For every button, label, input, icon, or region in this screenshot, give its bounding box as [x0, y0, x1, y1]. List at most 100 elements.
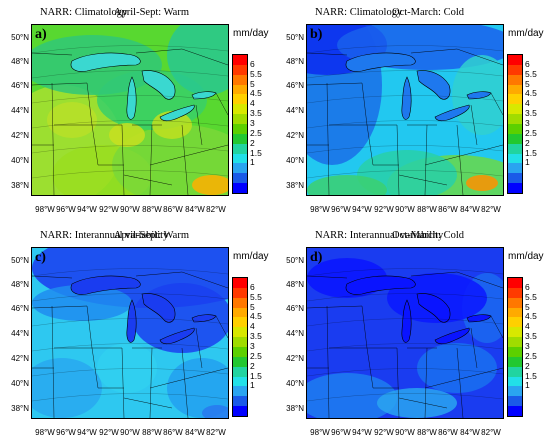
- latitude-tick-label: 42°N: [11, 131, 29, 140]
- latitude-tick-label: 46°N: [286, 304, 304, 313]
- colorbar-segment: [233, 406, 247, 417]
- colorbar-tick-label: 1.5: [250, 147, 262, 158]
- colorbar-tick-label: 2.5: [250, 350, 262, 361]
- colorbar-tick-label: 6: [250, 58, 255, 69]
- colorbar-segment: [233, 366, 247, 378]
- panel-letter-label: d): [310, 250, 323, 265]
- longitude-tick-label: 96°W: [331, 428, 351, 437]
- latitude-tick-label: 40°N: [11, 156, 29, 165]
- latitude-tick-label: 46°N: [11, 304, 29, 313]
- colorbar-segment: [508, 124, 522, 135]
- colorbar-tick-label: 5.5: [250, 291, 262, 302]
- colorbar-tick-label: 5: [525, 78, 530, 89]
- panel-season-title: Oct-March: Cold: [391, 230, 464, 241]
- colorbar-tick-label: 5.5: [250, 68, 262, 79]
- colorbar-tick-label: 5: [250, 301, 255, 312]
- colorbar-segment: [233, 114, 247, 125]
- colorbar-segment: [233, 347, 247, 358]
- colorbar-segment: [508, 183, 522, 194]
- colorbar-tick-label: 2.5: [525, 127, 537, 138]
- colorbar-tick-label: 5.5: [525, 291, 537, 302]
- latitude-tick-label: 48°N: [286, 280, 304, 289]
- longitude-tick-label: 98°W: [35, 428, 55, 437]
- colorbar-segment: [508, 356, 522, 368]
- colorbar-segment: [508, 327, 522, 338]
- colorbar-segment: [233, 94, 247, 105]
- panel-source-title: NARR: Climatology: [40, 7, 128, 18]
- colorbar-tick-label: 5: [525, 301, 530, 312]
- longitude-tick-label: 92°W: [374, 428, 394, 437]
- latitude-tick-label: 50°N: [286, 256, 304, 265]
- colorbar-tick-label: 2.5: [525, 350, 537, 361]
- panel-season-title: April-Sept: Warm: [113, 230, 189, 241]
- colorbar-segment: [233, 386, 247, 397]
- colorbar-tick-label: 6: [525, 281, 530, 292]
- colorbar-tick-label: 1: [525, 380, 530, 391]
- colorbar-segment: [508, 297, 522, 309]
- panel-season-title: Oct-March: Cold: [391, 7, 464, 18]
- colorbar-segment: [508, 84, 522, 95]
- colorbar-segment: [508, 278, 522, 289]
- longitude-tick-label: 88°W: [417, 205, 437, 214]
- precipitation-map: d): [306, 247, 504, 419]
- longitude-tick-label: 84°W: [460, 205, 480, 214]
- colorbar-tick-label: 3.5: [250, 108, 262, 119]
- colorbar-tick-label: 4.5: [250, 311, 262, 322]
- longitude-tick-label: 86°W: [438, 205, 458, 214]
- longitude-tick-label: 84°W: [185, 428, 205, 437]
- latitude-tick-label: 44°N: [11, 106, 29, 115]
- colorbar-tick-label: 3: [525, 341, 530, 351]
- longitude-tick-label: 94°W: [352, 428, 372, 437]
- lake-michigan: [401, 76, 412, 120]
- colorbar-tick-label: 1: [250, 380, 255, 391]
- colorbar-segment: [233, 307, 247, 318]
- latitude-tick-label: 44°N: [286, 106, 304, 115]
- latitude-tick-label: 40°N: [11, 379, 29, 388]
- colorbar-segment: [233, 55, 247, 66]
- colorbar-segment: [508, 94, 522, 105]
- latitude-tick-label: 38°N: [286, 404, 304, 413]
- colorbar: [232, 54, 248, 194]
- longitude-tick-label: 86°W: [163, 205, 183, 214]
- lake-michigan: [401, 299, 412, 343]
- latitude-tick-label: 48°N: [286, 57, 304, 66]
- precipitation-map: b): [306, 24, 504, 196]
- longitude-tick-label: 84°W: [460, 428, 480, 437]
- lake-michigan: [126, 299, 137, 343]
- longitude-tick-label: 86°W: [163, 428, 183, 437]
- lake-michigan: [126, 76, 137, 120]
- colorbar-segment: [508, 396, 522, 407]
- colorbar-tick-label: 1: [525, 157, 530, 168]
- colorbar: [507, 277, 523, 417]
- longitude-tick-label: 90°W: [395, 205, 415, 214]
- colorbar-segment: [233, 133, 247, 145]
- longitude-tick-label: 88°W: [142, 205, 162, 214]
- latitude-tick-label: 50°N: [11, 33, 29, 42]
- colorbar-tick-label: 4.5: [525, 311, 537, 322]
- colorbar-segment: [508, 386, 522, 397]
- longitude-tick-label: 94°W: [352, 205, 372, 214]
- colorbar: [232, 277, 248, 417]
- unit-label: mm/day: [508, 251, 544, 262]
- lake-huron: [141, 70, 176, 100]
- latitude-tick-label: 44°N: [286, 329, 304, 338]
- latitude-tick-label: 46°N: [286, 81, 304, 90]
- colorbar-segment: [508, 287, 522, 299]
- lake-superior: [70, 275, 141, 295]
- colorbar-segment: [233, 163, 247, 174]
- colorbar-tick-label: 6: [525, 58, 530, 69]
- colorbar-segment: [233, 143, 247, 155]
- longitude-tick-label: 82°W: [481, 205, 501, 214]
- colorbar-segment: [233, 278, 247, 289]
- colorbar-tick-label: 4: [525, 321, 530, 332]
- colorbar-tick-label: 5: [250, 78, 255, 89]
- colorbar-segment: [233, 297, 247, 309]
- colorbar-tick-label: 3: [250, 118, 255, 128]
- colorbar-segment: [233, 74, 247, 86]
- colorbar-segment: [233, 84, 247, 95]
- colorbar-segment: [508, 366, 522, 378]
- colorbar-segment: [508, 163, 522, 174]
- colorbar-segment: [233, 317, 247, 328]
- colorbar-segment: [508, 104, 522, 115]
- colorbar-tick-label: 1.5: [525, 370, 537, 381]
